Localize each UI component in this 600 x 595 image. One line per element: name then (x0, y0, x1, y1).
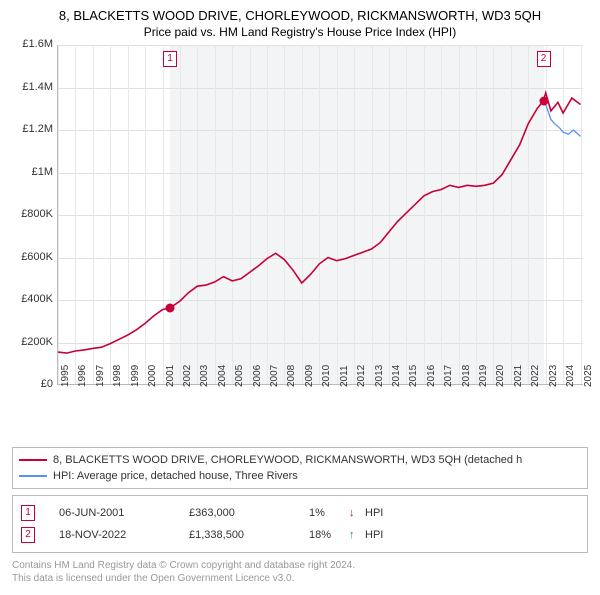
x-axis-label: 2000 (147, 365, 158, 387)
legend-label: HPI: Average price, detached house, Thre… (53, 470, 298, 482)
x-axis-label: 2022 (530, 365, 541, 387)
footer-line-2: This data is licensed under the Open Gov… (12, 572, 588, 585)
x-axis-label: 2009 (304, 365, 315, 387)
x-axis-label: 2008 (286, 365, 297, 387)
legend-color-swatch (19, 475, 47, 477)
transaction-pct: 1% (309, 507, 349, 519)
trend-arrow-icon: ↑ (349, 529, 365, 541)
transaction-date: 18-NOV-2022 (59, 529, 189, 541)
transaction-row: 2 18-NOV-2022£1,338,50018%↑HPI (21, 524, 579, 546)
x-axis-label: 1997 (95, 365, 106, 387)
plot-area: 12 (57, 45, 583, 385)
y-axis-label: £400K (13, 293, 53, 305)
legend-box: 8, BLACKETTS WOOD DRIVE, CHORLEYWOOD, RI… (12, 447, 588, 489)
legend-item: 8, BLACKETTS WOOD DRIVE, CHORLEYWOOD, RI… (19, 452, 581, 468)
x-axis-label: 2010 (321, 365, 332, 387)
x-axis-label: 2014 (391, 365, 402, 387)
x-axis-label: 2011 (339, 365, 350, 387)
x-axis-label: 2015 (408, 365, 419, 387)
marker-dot-1 (165, 303, 174, 312)
x-axis-label: 2003 (199, 365, 210, 387)
transaction-price: £1,338,500 (189, 529, 309, 541)
y-axis-label: £1M (13, 166, 53, 178)
transactions-box: 1 06-JUN-2001£363,0001%↓HPI 2 18-NOV-2022£1… (12, 495, 588, 553)
x-axis-label: 2013 (374, 365, 385, 387)
marker-label-2: 2 (537, 51, 551, 67)
legend-label: 8, BLACKETTS WOOD DRIVE, CHORLEYWOOD, RI… (53, 454, 522, 466)
x-axis-label: 2018 (461, 365, 472, 387)
x-axis-label: 2006 (252, 365, 263, 387)
marker-dot-2 (539, 96, 548, 105)
chart-subtitle: Price paid vs. HM Land Registry's House … (12, 25, 588, 39)
chart-title: 8, BLACKETTS WOOD DRIVE, CHORLEYWOOD, RI… (12, 8, 588, 23)
y-axis-label: £200K (13, 336, 53, 348)
x-axis-label: 2019 (478, 365, 489, 387)
chart-area: 12 £0£200K£400K£600K£800K£1M£1.2M£1.4M£1… (12, 45, 588, 405)
y-axis-label: £1.4M (13, 81, 53, 93)
series-price_paid (58, 93, 581, 353)
x-axis-label: 2016 (426, 365, 437, 387)
trend-arrow-icon: ↓ (349, 507, 365, 519)
x-axis-label: 1995 (60, 365, 71, 387)
y-axis-label: £600K (13, 251, 53, 263)
x-axis-label: 2021 (513, 365, 524, 387)
footer-attribution: Contains HM Land Registry data © Crown c… (12, 559, 588, 585)
x-axis-label: 1999 (130, 365, 141, 387)
transaction-pct: 18% (309, 529, 349, 541)
footer-line-1: Contains HM Land Registry data © Crown c… (12, 559, 588, 572)
x-axis-label: 2023 (548, 365, 559, 387)
legend-color-swatch (19, 459, 47, 461)
x-axis-label: 2025 (583, 365, 594, 387)
y-axis-label: £1.6M (13, 38, 53, 50)
x-axis-label: 2017 (443, 365, 454, 387)
x-axis-label: 2024 (565, 365, 576, 387)
transaction-badge: 2 (21, 527, 35, 543)
x-axis-label: 2002 (182, 365, 193, 387)
legend-item: HPI: Average price, detached house, Thre… (19, 468, 581, 484)
transaction-row: 1 06-JUN-2001£363,0001%↓HPI (21, 502, 579, 524)
x-axis-label: 1996 (77, 365, 88, 387)
transaction-date: 06-JUN-2001 (59, 507, 189, 519)
y-axis-label: £0 (13, 378, 53, 390)
chart-lines (58, 45, 583, 384)
x-axis-label: 2020 (495, 365, 506, 387)
x-axis-label: 2012 (356, 365, 367, 387)
x-axis-label: 2001 (165, 365, 176, 387)
y-axis-label: £800K (13, 208, 53, 220)
transaction-suffix: HPI (365, 529, 383, 541)
y-axis-label: £1.2M (13, 123, 53, 135)
transaction-price: £363,000 (189, 507, 309, 519)
chart-container: 8, BLACKETTS WOOD DRIVE, CHORLEYWOOD, RI… (0, 0, 600, 595)
x-axis-label: 2004 (217, 365, 228, 387)
x-axis-label: 2007 (269, 365, 280, 387)
transaction-suffix: HPI (365, 507, 383, 519)
marker-label-1: 1 (163, 51, 177, 67)
x-axis-label: 1998 (112, 365, 123, 387)
x-axis-label: 2005 (234, 365, 245, 387)
transaction-badge: 1 (21, 505, 35, 521)
